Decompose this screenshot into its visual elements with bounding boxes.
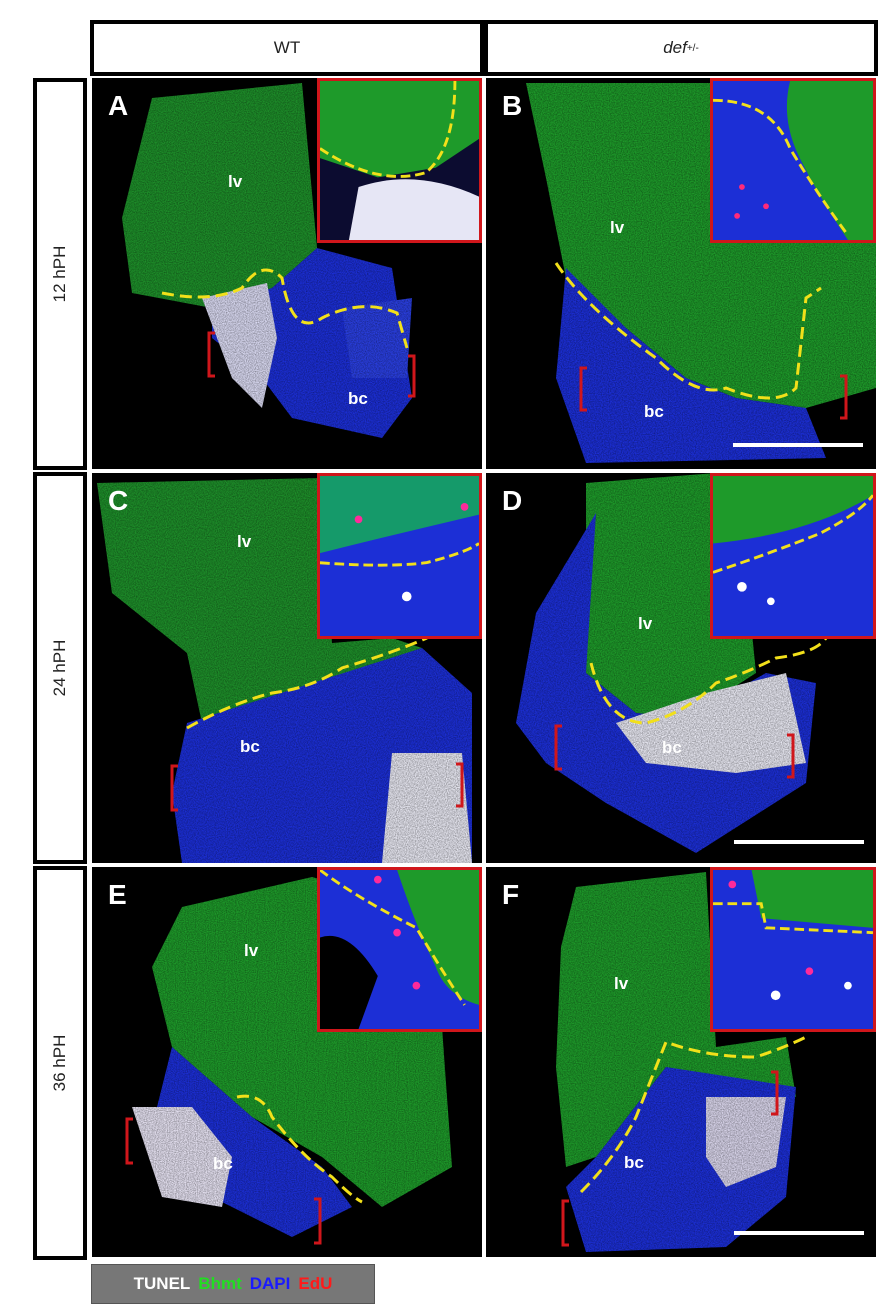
bc-label: bc bbox=[348, 389, 368, 408]
lv-label: lv bbox=[228, 172, 243, 191]
column-label-wt: WT bbox=[273, 38, 301, 57]
lv-label: lv bbox=[244, 941, 259, 960]
micrograph-panel-c: C lv bc bbox=[92, 473, 482, 863]
inset-f bbox=[710, 867, 876, 1032]
lv-label: lv bbox=[610, 218, 625, 237]
micrograph-panel-f: F lv bc bbox=[486, 867, 876, 1257]
inset-b bbox=[710, 78, 876, 243]
micrograph-panel-d: D lv bc bbox=[486, 473, 876, 863]
scale-bar bbox=[734, 840, 864, 844]
row-header-12hph: 12 hPH bbox=[33, 78, 87, 470]
micrograph-a-image bbox=[92, 78, 482, 469]
lv-label: lv bbox=[638, 614, 653, 633]
column-label-def-sup: +/- bbox=[686, 42, 699, 54]
column-header-wt: WT bbox=[90, 20, 484, 76]
lv-label: lv bbox=[614, 974, 629, 993]
bc-label: bc bbox=[644, 402, 664, 421]
row-header-36hph: 36 hPH bbox=[33, 866, 87, 1260]
row-label-24hph: 24 hPH bbox=[50, 639, 69, 697]
column-header-def: def +/- bbox=[484, 20, 878, 76]
inset-e bbox=[317, 867, 482, 1032]
stain-legend: TUNEL Bhmt DAPI EdU bbox=[91, 1264, 375, 1304]
legend-bhmt: Bhmt bbox=[198, 1274, 242, 1293]
inset-c bbox=[317, 473, 482, 639]
micrograph-c-image bbox=[92, 473, 482, 863]
legend-edu: EdU bbox=[298, 1274, 333, 1293]
row-label-36hph: 36 hPH bbox=[50, 1034, 69, 1092]
panel-letter-c: C bbox=[108, 485, 129, 516]
bc-label: bc bbox=[624, 1153, 644, 1172]
panel-letter-d: D bbox=[502, 485, 523, 516]
row-header-24hph: 24 hPH bbox=[33, 472, 87, 864]
panel-letter-f: F bbox=[502, 879, 520, 910]
micrograph-panel-a: A lv bc bbox=[92, 78, 482, 469]
inset-d bbox=[710, 473, 876, 639]
bc-label: bc bbox=[213, 1154, 233, 1173]
panel-letter-b: B bbox=[502, 90, 523, 121]
legend-dapi: DAPI bbox=[249, 1274, 291, 1293]
bc-label: bc bbox=[662, 738, 682, 757]
inset-a bbox=[317, 78, 482, 243]
lv-label: lv bbox=[237, 532, 252, 551]
scale-bar bbox=[734, 1231, 864, 1235]
column-label-def: def bbox=[663, 38, 687, 57]
bc-label: bc bbox=[240, 737, 260, 756]
panel-letter-a: A bbox=[108, 90, 129, 121]
scale-bar bbox=[733, 443, 863, 447]
micrograph-panel-b: B lv bc bbox=[486, 78, 876, 469]
row-label-12hph: 12 hPH bbox=[50, 245, 69, 303]
legend-tunel: TUNEL bbox=[133, 1274, 191, 1293]
micrograph-panel-e: E lv bc bbox=[92, 867, 482, 1257]
panel-letter-e: E bbox=[108, 879, 127, 910]
